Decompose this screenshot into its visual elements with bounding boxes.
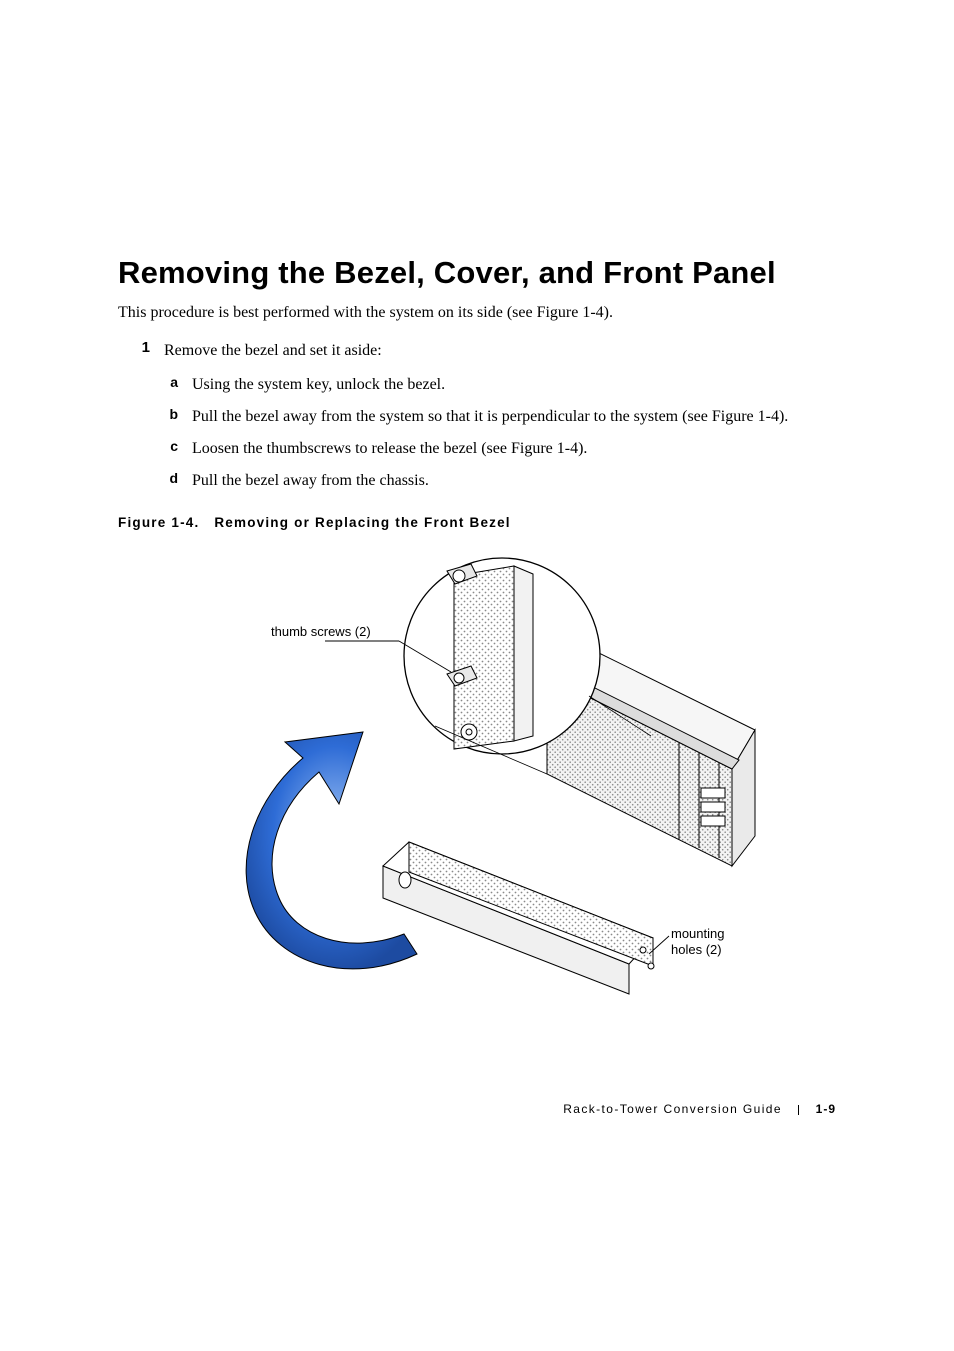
intro-paragraph: This procedure is best performed with th… bbox=[118, 301, 839, 325]
figure-title: Removing or Replacing the Front Bezel bbox=[214, 515, 510, 530]
figure-container: thumb screws (2) mounting holes (2) bbox=[118, 546, 839, 1008]
figure-caption: Figure 1-4. Removing or Replacing the Fr… bbox=[118, 515, 839, 530]
substep-text: Loosen the thumbscrews to release the be… bbox=[192, 437, 839, 461]
figure-label-mounting-1: mounting bbox=[671, 926, 724, 941]
substep-text: Using the system key, unlock the bezel. bbox=[192, 373, 839, 397]
figure-number: Figure 1-4. bbox=[118, 515, 199, 530]
page-footer: Rack-to-Tower Conversion Guide 1-9 bbox=[563, 1102, 836, 1116]
substep-letter: c bbox=[164, 437, 192, 461]
figure-label-thumb-screws: thumb screws (2) bbox=[271, 624, 371, 639]
figure-diagram: thumb screws (2) mounting holes (2) bbox=[199, 546, 759, 1008]
substep-letter: d bbox=[164, 469, 192, 493]
substep-c: c Loosen the thumbscrews to release the … bbox=[164, 437, 839, 461]
substep-a: a Using the system key, unlock the bezel… bbox=[164, 373, 839, 397]
motion-arrow-icon bbox=[246, 732, 417, 969]
substep-text: Pull the bezel away from the system so t… bbox=[192, 405, 839, 429]
figure-label-mounting-2: holes (2) bbox=[671, 942, 722, 957]
front-bezel-panel bbox=[383, 842, 654, 994]
footer-separator bbox=[798, 1105, 799, 1115]
step-1: 1 Remove the bezel and set it aside: bbox=[134, 339, 839, 363]
substep-b: b Pull the bezel away from the system so… bbox=[164, 405, 839, 429]
footer-doc-title: Rack-to-Tower Conversion Guide bbox=[563, 1102, 782, 1116]
section-heading: Removing the Bezel, Cover, and Front Pan… bbox=[118, 255, 839, 291]
substep-letter: a bbox=[164, 373, 192, 397]
substep-d: d Pull the bezel away from the chassis. bbox=[164, 469, 839, 493]
substep-letter: b bbox=[164, 405, 192, 429]
step-number: 1 bbox=[134, 339, 164, 363]
footer-page-number: 1-9 bbox=[816, 1102, 836, 1116]
document-page: Removing the Bezel, Cover, and Front Pan… bbox=[0, 0, 954, 1351]
step-text: Remove the bezel and set it aside: bbox=[164, 339, 839, 363]
substep-text: Pull the bezel away from the chassis. bbox=[192, 469, 839, 493]
